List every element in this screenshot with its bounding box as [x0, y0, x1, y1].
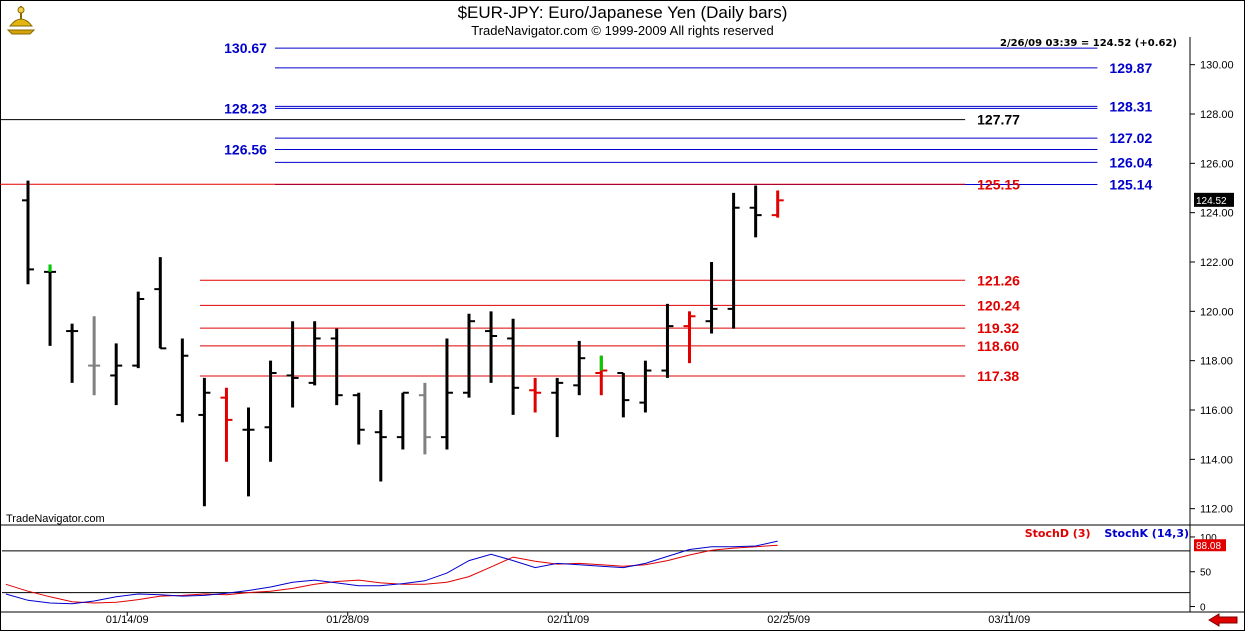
stoch-series-line — [5, 540, 778, 605]
price-axis-label: 116.00 — [1200, 405, 1233, 417]
price-axis-label: 126.00 — [1200, 158, 1234, 170]
level-label: 117.38 — [977, 368, 1019, 384]
last-price-label: 124.52 — [1196, 196, 1227, 207]
time-axis-label: 02/11/09 — [547, 614, 589, 626]
price-axis-label: 112.00 — [1200, 504, 1233, 516]
stoch-last-box — [1194, 539, 1226, 552]
price-axis-label: 122.00 — [1200, 257, 1234, 269]
copyright-subtitle: TradeNavigator.com © 1999-2009 All right… — [471, 23, 774, 38]
time-axis-label: 03/11/09 — [988, 614, 1030, 626]
price-axis-label: 128.00 — [1200, 109, 1234, 121]
price-axis-label: 114.00 — [1200, 454, 1233, 466]
time-axis-label: 01/14/09 — [106, 614, 149, 626]
level-label: 130.67 — [224, 40, 267, 56]
level-label: 128.23 — [224, 100, 267, 116]
watermark: TradeNavigator.com — [6, 513, 105, 525]
level-label: 121.26 — [977, 272, 1020, 288]
stoch-axis-label: 0 — [1200, 603, 1206, 614]
level-label: 128.31 — [1109, 98, 1152, 114]
level-label: 125.15 — [977, 176, 1020, 192]
level-label: 127.77 — [977, 112, 1020, 128]
price-axis-label: 118.00 — [1200, 356, 1233, 368]
stoch-axis-label: 50 — [1200, 568, 1212, 579]
level-label: 119.32 — [977, 320, 1019, 336]
time-axis-label: 01/28/09 — [326, 614, 369, 626]
stoch-series-line — [5, 544, 778, 604]
level-label: 125.14 — [1109, 177, 1152, 193]
price-axis-label: 120.00 — [1200, 306, 1234, 318]
last-quote: 2/26/09 03:39 = 124.52 (+0.62) — [999, 38, 1177, 49]
stochd-legend: StochD (3) — [1024, 527, 1091, 540]
stoch-last-label: 88.08 — [1196, 541, 1221, 552]
price-axis-label: 124.00 — [1200, 208, 1234, 220]
stoch-axis-label: 100 — [1200, 533, 1217, 544]
price-axis-label: 130.00 — [1200, 60, 1234, 72]
stochastic-legend: StochD (3) StochK (14,3) — [1025, 527, 1189, 540]
level-label: 126.04 — [1109, 154, 1152, 170]
sextant-logo-icon — [6, 6, 36, 35]
stochk-legend: StochK (14,3) — [1104, 527, 1189, 540]
level-label: 127.02 — [1109, 130, 1152, 146]
level-label: 120.24 — [977, 297, 1020, 313]
last-price-box — [1194, 192, 1234, 207]
level-label: 129.87 — [1109, 60, 1152, 76]
time-axis-label: 02/25/09 — [767, 614, 810, 626]
level-label: 126.56 — [224, 142, 267, 158]
scroll-left-arrow-icon[interactable] — [1207, 613, 1239, 627]
chart-title: $EUR-JPY: Euro/Japanese Yen (Daily bars) — [457, 3, 788, 22]
level-label: 118.60 — [977, 338, 1019, 354]
